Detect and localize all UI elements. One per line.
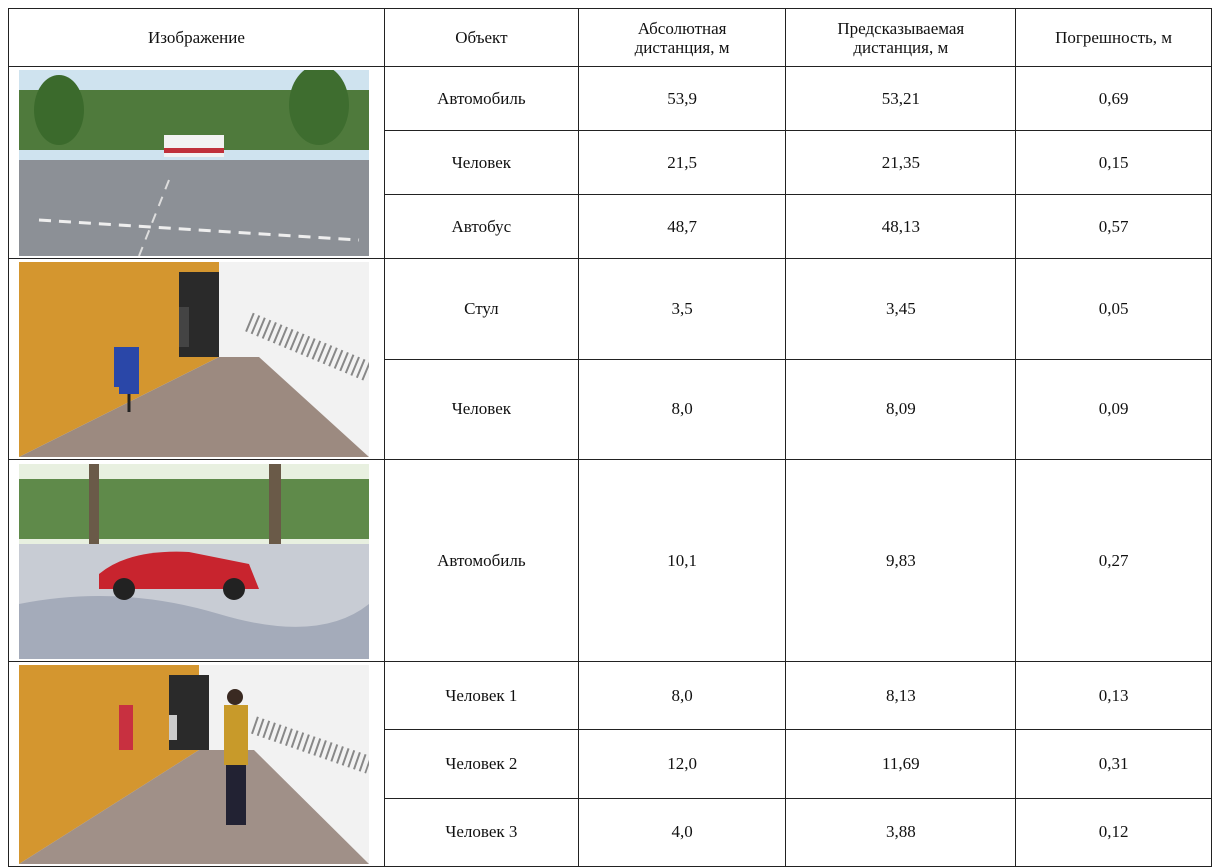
scene-image [19, 262, 369, 457]
object-cell: Стул [384, 259, 578, 360]
header-text: Изображение [148, 28, 245, 47]
absolute-cell: 10,1 [578, 460, 786, 662]
error-cell: 0,69 [1016, 67, 1212, 131]
header-cell: Абсолютная дистанция, м [578, 9, 786, 67]
absolute-cell: 53,9 [578, 67, 786, 131]
image-cell [9, 662, 385, 867]
error-cell: 0,13 [1016, 662, 1212, 730]
predicted-cell: 53,21 [786, 67, 1016, 131]
results-table: Изображение Объект Абсолютная дистанция, м… [8, 8, 1212, 867]
absolute-cell: 12,0 [578, 730, 786, 798]
header-cell: Изображение [9, 9, 385, 67]
error-cell: 0,31 [1016, 730, 1212, 798]
predicted-cell: 9,83 [786, 460, 1016, 662]
header-text: Предсказываемая дистанция, м [821, 19, 981, 57]
object-cell: Автомобиль [384, 67, 578, 131]
absolute-cell: 21,5 [578, 131, 786, 195]
image-cell [9, 460, 385, 662]
header-text: Объект [455, 28, 507, 47]
absolute-cell: 4,0 [578, 798, 786, 866]
object-cell: Человек [384, 131, 578, 195]
absolute-cell: 48,7 [578, 195, 786, 259]
header-cell: Погрешность, м [1016, 9, 1212, 67]
object-cell: Человек 2 [384, 730, 578, 798]
object-cell: Автомобиль [384, 460, 578, 662]
absolute-cell: 8,0 [578, 662, 786, 730]
error-cell: 0,09 [1016, 359, 1212, 460]
predicted-cell: 3,88 [786, 798, 1016, 866]
image-cell [9, 67, 385, 259]
header-row: Изображение Объект Абсолютная дистанция, м… [9, 9, 1212, 67]
image-cell [9, 259, 385, 460]
predicted-cell: 8,09 [786, 359, 1016, 460]
object-cell: Человек [384, 359, 578, 460]
header-cell: Объект [384, 9, 578, 67]
error-cell: 0,57 [1016, 195, 1212, 259]
predicted-cell: 48,13 [786, 195, 1016, 259]
error-cell: 0,05 [1016, 259, 1212, 360]
header-cell: Предсказываемая дистанция, м [786, 9, 1016, 67]
object-cell: Человек 1 [384, 662, 578, 730]
page: Изображение Объект Абсолютная дистанция, м… [0, 0, 1214, 866]
scene-image [19, 665, 369, 864]
scene-image [19, 70, 369, 256]
error-cell: 0,27 [1016, 460, 1212, 662]
absolute-cell: 3,5 [578, 259, 786, 360]
object-cell: Человек 3 [384, 798, 578, 866]
scene-image [19, 464, 369, 659]
predicted-cell: 21,35 [786, 131, 1016, 195]
object-cell: Автобус [384, 195, 578, 259]
absolute-cell: 8,0 [578, 359, 786, 460]
predicted-cell: 8,13 [786, 662, 1016, 730]
error-cell: 0,12 [1016, 798, 1212, 866]
predicted-cell: 11,69 [786, 730, 1016, 798]
header-text: Абсолютная дистанция, м [602, 19, 762, 57]
header-text: Погрешность, м [1055, 28, 1172, 47]
predicted-cell: 3,45 [786, 259, 1016, 360]
error-cell: 0,15 [1016, 131, 1212, 195]
